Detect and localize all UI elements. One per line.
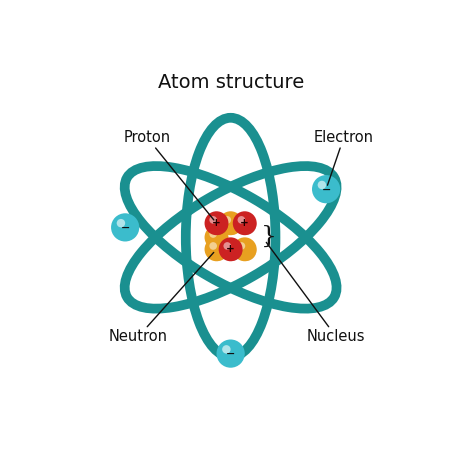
Text: Electron: Electron <box>314 130 374 185</box>
Circle shape <box>209 216 217 224</box>
Circle shape <box>209 242 217 250</box>
Circle shape <box>209 230 217 238</box>
Circle shape <box>318 181 326 189</box>
Circle shape <box>233 237 256 261</box>
Text: −: − <box>226 349 235 359</box>
Circle shape <box>236 241 256 261</box>
Circle shape <box>233 212 256 235</box>
Text: −: − <box>121 223 130 233</box>
Circle shape <box>238 216 245 224</box>
Text: Nucleus: Nucleus <box>266 243 365 345</box>
Circle shape <box>117 219 125 227</box>
Circle shape <box>318 181 339 202</box>
Circle shape <box>219 237 243 261</box>
Text: Neutron: Neutron <box>108 252 214 345</box>
Text: Atom structure: Atom structure <box>158 73 304 93</box>
Circle shape <box>208 241 228 261</box>
Circle shape <box>222 214 242 235</box>
Text: +: + <box>226 244 235 254</box>
Circle shape <box>312 175 340 204</box>
Circle shape <box>216 339 245 368</box>
Circle shape <box>208 214 228 235</box>
Text: −: − <box>321 185 331 195</box>
Circle shape <box>208 228 228 249</box>
Circle shape <box>224 242 231 250</box>
Circle shape <box>219 212 243 235</box>
Circle shape <box>222 241 242 261</box>
Circle shape <box>224 216 231 224</box>
Text: +: + <box>212 218 221 228</box>
Circle shape <box>205 226 229 249</box>
Text: +: + <box>240 218 249 228</box>
Text: Proton: Proton <box>124 130 214 220</box>
Circle shape <box>238 242 245 250</box>
Circle shape <box>111 213 140 242</box>
Circle shape <box>205 212 229 235</box>
Circle shape <box>236 214 256 235</box>
Circle shape <box>117 219 138 240</box>
Circle shape <box>222 345 230 353</box>
Text: }: } <box>261 225 277 248</box>
Circle shape <box>222 345 243 366</box>
Circle shape <box>205 237 229 261</box>
